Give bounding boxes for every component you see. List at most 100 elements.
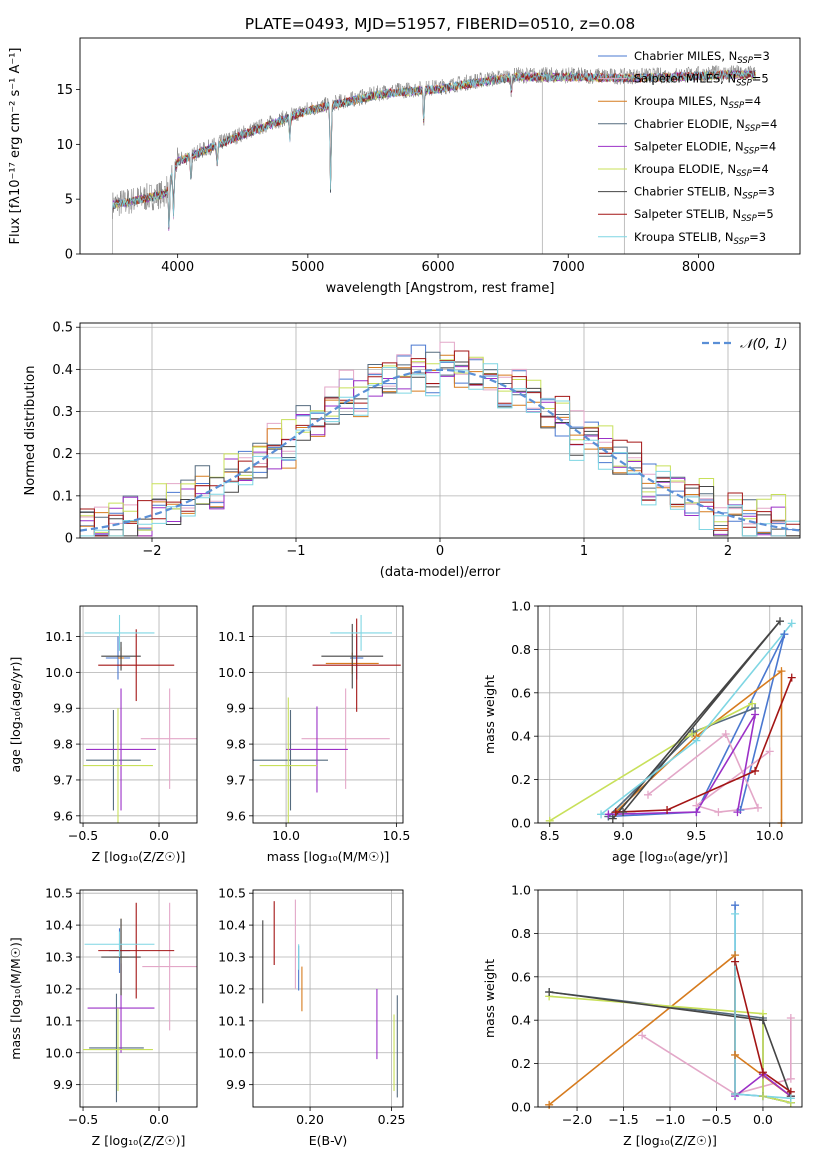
weight-marker <box>608 814 617 823</box>
y-axis-label: mass weight <box>482 675 497 754</box>
weight-marker <box>619 808 628 817</box>
x-tick-label: 0.0 <box>753 1112 773 1127</box>
x-tick-label: 1 <box>580 544 588 559</box>
legend-subscript: SSP <box>734 237 750 247</box>
weight-marker <box>638 1031 647 1040</box>
y-tick-label: 1.0 <box>511 883 531 898</box>
legend-label: Salpeter ELODIE, NSSP=4 <box>634 139 776 156</box>
y-tick-label: 0.6 <box>511 685 531 700</box>
weight-marker <box>731 957 740 966</box>
weight-marker <box>663 805 672 814</box>
figure-title: PLATE=0493, MJD=51957, FIBERID=0510, z=0… <box>245 15 635 33</box>
weight-marker <box>731 909 740 918</box>
x-tick-label: 0.25 <box>378 1112 406 1127</box>
legend-label: Kroupa MILES, NSSP=4 <box>634 94 761 111</box>
weight-marker <box>597 810 606 819</box>
y-tick-label: 9.8 <box>226 737 246 752</box>
x-axis-label: Z [log₁₀(Z/Z☉)] <box>92 1133 186 1148</box>
y-tick-label: 0.1 <box>52 489 73 504</box>
x-axis-label: Z [log₁₀(Z/Z☉)] <box>623 1133 717 1148</box>
y-tick-label: 0.0 <box>511 1100 531 1115</box>
weight-line <box>608 714 756 816</box>
y-tick-label: 9.8 <box>53 737 73 752</box>
x-tick-label: 10.5 <box>382 828 410 843</box>
weight-marker <box>787 619 796 628</box>
y-tick-label: 9.9 <box>226 701 246 716</box>
chart-weights_vs_Z: −2.0 −1.5 −1.0 −0.5 0.0 0.0 0.2 0.4 0.6 0.8 1.0 Z [… <box>482 883 803 1148</box>
y-tick-label: 10.4 <box>218 918 246 933</box>
y-tick-label: 10.0 <box>218 665 246 680</box>
weight-marker <box>604 810 613 819</box>
y-tick-label: 10.1 <box>218 1013 246 1028</box>
y-tick-label: 9.7 <box>53 772 73 787</box>
y-tick-label: 0.0 <box>511 816 531 831</box>
legend-tail: =4 <box>744 94 761 108</box>
x-axis-label: mass [log₁₀(M/M☉)] <box>267 849 389 864</box>
x-tick-label: −0.5 <box>68 1112 98 1127</box>
y-tick-label: 10.4 <box>45 918 73 933</box>
y-tick-label: 15 <box>56 83 73 98</box>
weight-marker <box>777 667 786 676</box>
y-tick-label: 10.2 <box>45 981 73 996</box>
legend-text: Chabrier ELODIE, N <box>634 117 745 131</box>
y-tick-label: 10.5 <box>45 886 73 901</box>
y-tick-label: 10.3 <box>45 950 73 965</box>
legend-label: Chabrier ELODIE, NSSP=4 <box>634 117 777 134</box>
axes-frame <box>537 605 803 824</box>
x-tick-label: 6000 <box>422 260 455 275</box>
y-tick-label: 0.4 <box>511 729 531 744</box>
y-tick-label: 0.4 <box>52 363 73 378</box>
axes-frame <box>79 605 198 824</box>
weight-marker <box>786 1074 795 1083</box>
weight-marker <box>786 1014 795 1023</box>
legend-tail: =3 <box>753 49 770 63</box>
legend-text: Chabrier MILES, N <box>634 49 737 63</box>
chart-age_vs_mass: 10.0 10.5 9.6 9.7 9.8 9.9 10.0 10.1 mass [log₁₀(… <box>218 605 410 864</box>
weight-marker <box>758 1092 767 1101</box>
y-tick-label: 10.2 <box>218 981 246 996</box>
weight-marker <box>644 790 652 799</box>
legend-label: Chabrier STELIB, NSSP=3 <box>634 185 775 202</box>
x-axis-label: E(B-V) <box>309 1133 348 1148</box>
y-tick-label: 10.1 <box>45 629 73 644</box>
y-tick-label: 10.5 <box>218 886 246 901</box>
weight-marker <box>692 808 701 817</box>
y-tick-label: 10.0 <box>45 1045 73 1060</box>
y-tick-label: 0.2 <box>511 1056 531 1071</box>
y-tick-label: 1.0 <box>511 599 531 614</box>
weight-marker <box>776 617 784 626</box>
legend-subscript: SSP <box>736 169 752 179</box>
legend-tail: =4 <box>759 139 776 153</box>
y-axis-label: mass weight <box>482 959 497 1038</box>
weight-line <box>615 677 793 813</box>
y-tick-label: 0.2 <box>52 447 73 462</box>
weight-marker <box>733 808 742 817</box>
x-axis-label: wavelength [Angstrom, rest frame] <box>326 281 555 296</box>
legend-subscript: SSP <box>745 124 761 134</box>
plot-area <box>253 614 401 823</box>
chart-mass_vs_ebv: 0.20 0.25 9.9 10.0 10.1 10.2 10.3 10.4 10.5 E(B-V… <box>218 886 405 1148</box>
legend-tail: =5 <box>757 207 774 221</box>
legend-subscript: SSP <box>744 146 760 156</box>
y-tick-label: 10.1 <box>45 1013 73 1028</box>
legend-text: Kroupa MILES, N <box>634 94 729 108</box>
x-tick-label: 0 <box>436 544 444 559</box>
legend-tail: =4 <box>760 117 777 131</box>
y-tick-label: 0.6 <box>511 969 531 984</box>
x-tick-label: −1.5 <box>608 1112 638 1127</box>
legend-text: Salpeter STELIB, N <box>634 207 741 221</box>
legend-tail: =4 <box>752 162 769 176</box>
y-axis-label: Normed distribution <box>23 366 38 496</box>
chart-residuals: 𝒩(0, 1) −2 −1 0 1 2 0 0.1 0.2 0.3 0.4 0.5 (data-mode… <box>23 321 801 580</box>
y-tick-label: 10 <box>56 138 73 153</box>
chart-mass_vs_Z: −0.5 0.0 9.9 10.0 10.1 10.2 10.3 10.4 10.5 Z [log… <box>8 886 198 1148</box>
x-tick-label: 7000 <box>552 260 585 275</box>
legend-label: 𝒩(0, 1) <box>740 337 787 352</box>
y-tick-label: 9.9 <box>226 1077 246 1092</box>
x-axis-label: age [log₁₀(age/yr)] <box>612 849 728 864</box>
weight-marker <box>754 803 762 812</box>
legend-label: Kroupa ELODIE, NSSP=4 <box>634 162 769 179</box>
x-tick-label: 0.0 <box>149 828 169 843</box>
legend-tail: =5 <box>752 72 769 86</box>
